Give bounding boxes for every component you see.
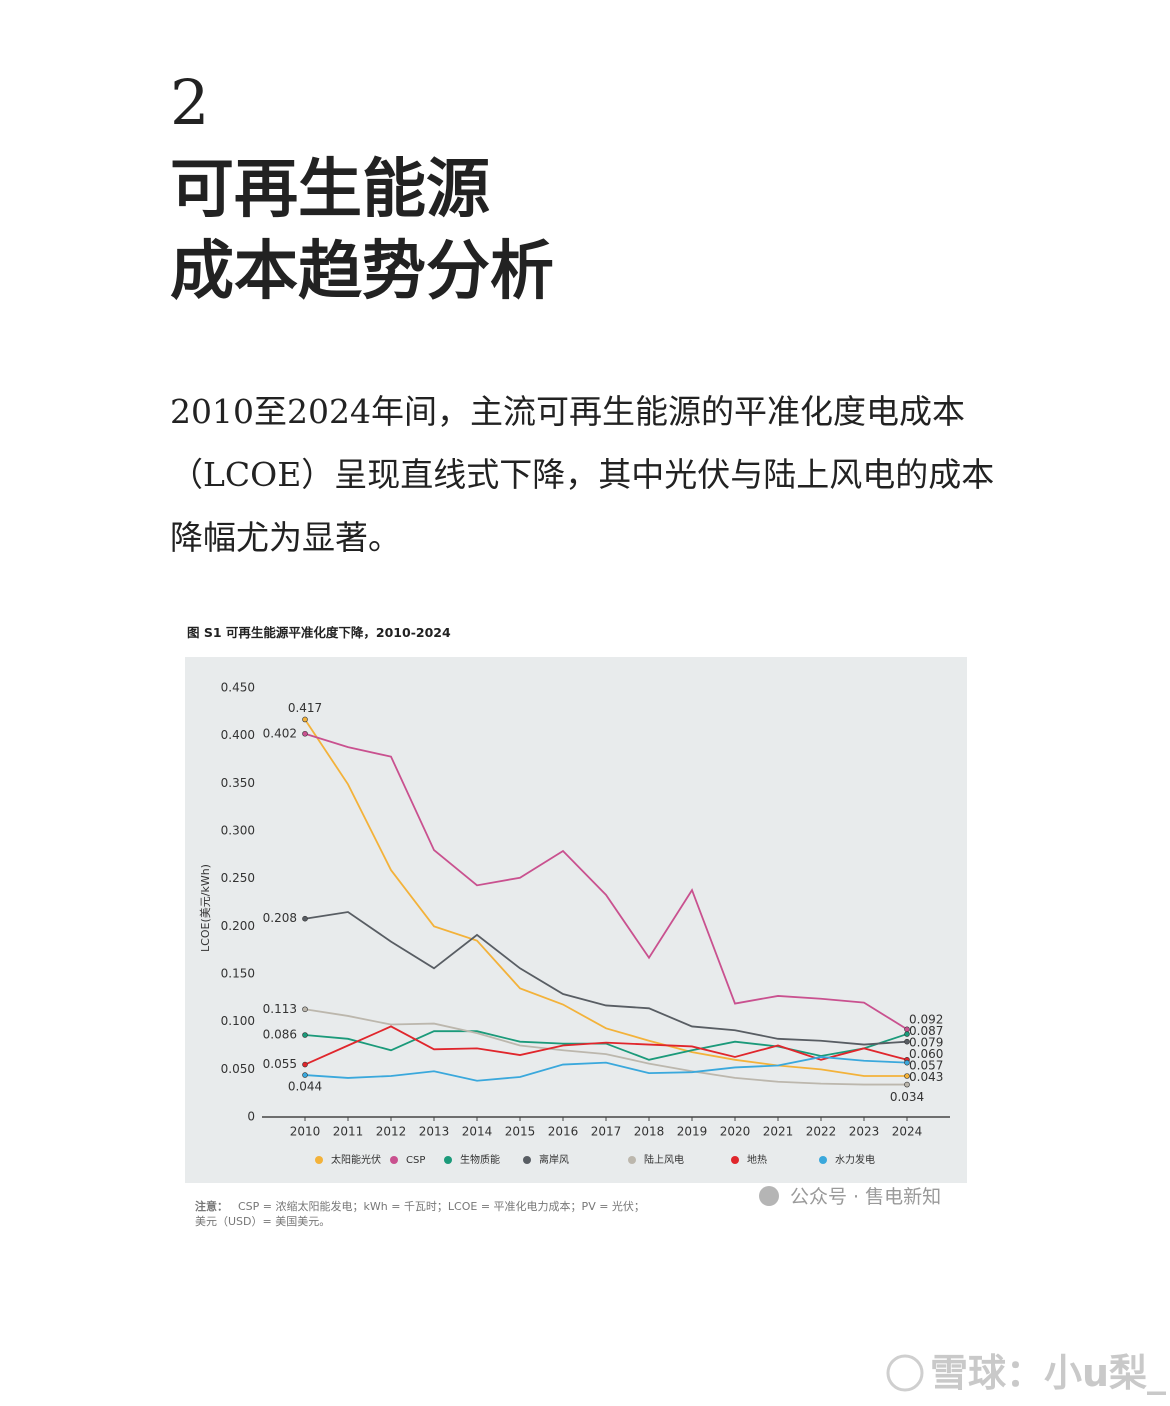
point bbox=[904, 1081, 910, 1088]
legend-marker bbox=[315, 1156, 323, 1164]
legend-label: 水力发电 bbox=[835, 1153, 875, 1166]
y-tick-label: 0.050 bbox=[221, 1062, 255, 1076]
x-tick-label: 2012 bbox=[376, 1125, 407, 1139]
point bbox=[302, 1061, 308, 1068]
data-label: 0.079 bbox=[909, 1035, 943, 1049]
wechat-icon bbox=[759, 1186, 779, 1206]
line bbox=[304, 1008, 907, 1086]
note-text: CSP = 浓缩太阳能发电；kWh = 千瓦时；LCOE = 平准化电力成本；P… bbox=[238, 1200, 645, 1213]
legend-marker bbox=[731, 1156, 739, 1164]
paragraph: 2010至2024年间，主流可再生能源的平准化度电成本（LCOE）呈现直线式下降… bbox=[170, 392, 995, 557]
legend-label: 生物质能 bbox=[460, 1153, 500, 1166]
point bbox=[904, 1059, 910, 1066]
chart-background bbox=[185, 657, 967, 1183]
legend-label: 太阳能光伏 bbox=[331, 1153, 381, 1166]
point bbox=[302, 915, 308, 922]
point bbox=[302, 1072, 308, 1078]
data-label: 0.402 bbox=[263, 726, 297, 740]
note-text: 美元（USD）= 美国美元。 bbox=[195, 1215, 331, 1228]
x-tick-label: 2021 bbox=[763, 1125, 794, 1139]
x-tick-label: 2011 bbox=[333, 1125, 364, 1139]
y-tick-label: 0.150 bbox=[221, 967, 255, 981]
x-tick-label: 2018 bbox=[634, 1125, 665, 1139]
point bbox=[904, 1073, 910, 1079]
y-tick-label: 0.400 bbox=[221, 728, 255, 742]
point bbox=[904, 1038, 910, 1045]
data-label: 0.113 bbox=[263, 1002, 297, 1016]
watermark: 公众号 · 售电新知 bbox=[790, 1186, 942, 1208]
point bbox=[302, 1032, 308, 1038]
line bbox=[304, 911, 908, 1046]
data-label: 0.208 bbox=[263, 911, 297, 925]
x-tick-label: 2016 bbox=[548, 1125, 579, 1139]
x-tick-label: 2020 bbox=[720, 1125, 751, 1139]
legend-label: 地热 bbox=[747, 1153, 767, 1166]
y-tick-label: 0 bbox=[247, 1110, 255, 1124]
note: 注意： CSP = 浓缩太阳能发电；kWh = 千瓦时；LCOE = 平准化电力成… bbox=[195, 1199, 645, 1229]
y-tick-label: 0.100 bbox=[221, 1014, 255, 1028]
data-label: 0.087 bbox=[909, 1024, 943, 1038]
legend-label: 陆上风电 bbox=[644, 1153, 684, 1166]
x-tick-label: 2019 bbox=[677, 1125, 708, 1139]
x-tick-label: 2014 bbox=[462, 1125, 493, 1139]
y-tick-label: 0.200 bbox=[221, 919, 255, 933]
section-number: 2 bbox=[170, 66, 210, 139]
y-tick-label: 0.250 bbox=[221, 871, 255, 885]
line bbox=[304, 732, 908, 1031]
data-label: 0.043 bbox=[909, 1070, 943, 1084]
xueqiu-icon bbox=[886, 1354, 924, 1392]
line bbox=[304, 1030, 908, 1061]
section-title: 成本趋势分析 bbox=[170, 234, 554, 309]
data-label: 0.086 bbox=[263, 1028, 297, 1042]
y-tick-label: 0.300 bbox=[221, 824, 255, 838]
point bbox=[904, 1031, 910, 1037]
y-axis-label: LCOE(美元/kWh) bbox=[199, 864, 212, 952]
legend-label: 离岸风 bbox=[539, 1153, 569, 1166]
chart-title: 图 S1 可再生能源平准化度下降，2010-2024 bbox=[187, 625, 451, 640]
legend-marker bbox=[390, 1156, 398, 1164]
line bbox=[304, 1056, 908, 1082]
legend-marker bbox=[628, 1156, 636, 1164]
x-tick-label: 2024 bbox=[892, 1125, 923, 1139]
legend-marker bbox=[523, 1156, 531, 1164]
data-label: 0.057 bbox=[909, 1058, 943, 1072]
point bbox=[302, 1006, 308, 1013]
x-tick-label: 2023 bbox=[849, 1125, 880, 1139]
x-tick-label: 2013 bbox=[419, 1125, 450, 1139]
watermark: 雪球：小u梨_ bbox=[930, 1351, 1167, 1395]
legend-marker bbox=[444, 1156, 452, 1164]
data-label: 0.060 bbox=[909, 1047, 943, 1061]
x-tick-label: 2015 bbox=[505, 1125, 536, 1139]
data-label: 0.034 bbox=[890, 1090, 924, 1104]
x-tick-label: 2022 bbox=[806, 1125, 837, 1139]
legend-marker bbox=[819, 1156, 827, 1164]
line bbox=[304, 1025, 908, 1066]
section-title: 可再生能源 bbox=[170, 152, 490, 227]
data-label: 0.417 bbox=[288, 701, 322, 715]
data-label: 0.044 bbox=[288, 1080, 322, 1094]
x-tick-label: 2010 bbox=[290, 1125, 321, 1139]
y-tick-label: 0.450 bbox=[221, 681, 255, 695]
line bbox=[304, 718, 907, 1077]
legend-label: CSP bbox=[406, 1155, 425, 1166]
data-label: 0.055 bbox=[263, 1057, 297, 1071]
note-label: 注意： bbox=[195, 1200, 228, 1213]
y-tick-label: 0.350 bbox=[221, 776, 255, 790]
x-tick-label: 2017 bbox=[591, 1125, 622, 1139]
point bbox=[302, 716, 308, 723]
point bbox=[302, 730, 308, 737]
data-label: 0.092 bbox=[909, 1012, 943, 1026]
